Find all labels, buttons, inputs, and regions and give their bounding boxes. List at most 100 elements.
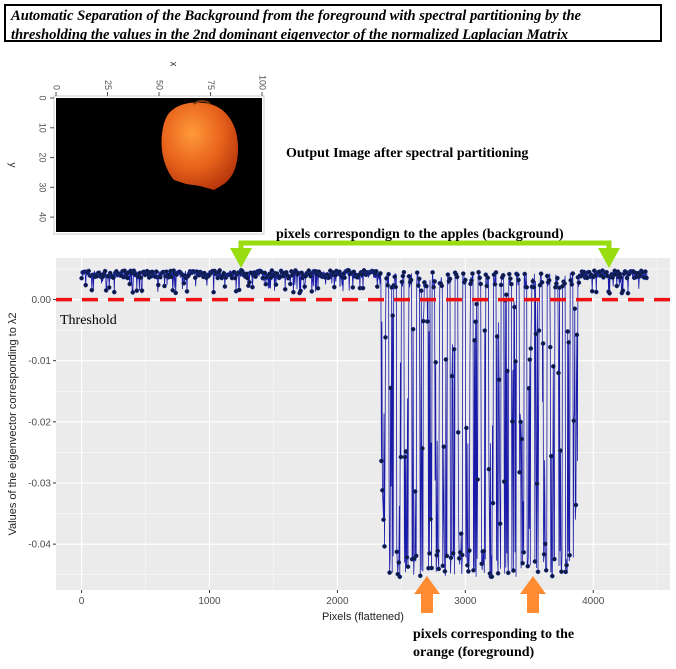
eigenvector-point [388,385,393,391]
eigenvector-point [405,564,411,570]
eigenvector-point [470,271,475,276]
eigenvector-point [531,284,537,290]
eigenvector-point [489,574,495,580]
foreground-arrowhead [414,576,440,594]
eigenvector-point [566,340,572,345]
eigenvector-point [440,563,446,569]
foreground-annotation: pixels corresponding to the orange (fore… [413,626,574,662]
eigenvector-point [427,551,432,556]
eigenvector-point [155,282,161,288]
eigenvector-point [581,269,587,275]
eigenvector-point [530,278,536,284]
eigenvector-point [184,289,190,294]
eigenvector-point [269,268,275,273]
eigenvector-point [473,319,478,325]
eigenvector-point [393,284,399,290]
eigenvector-point [519,436,524,442]
eigenvector-point [527,357,533,362]
eigenvector-point [416,276,422,282]
y-axis-label: Values of the eigenvector corresponding … [7,313,19,536]
eigenvector-point [465,563,470,568]
eigenvector-point [424,283,429,289]
foreground-arrow-shaft [421,593,433,613]
eigenvector-point [528,346,534,351]
eigenvector-point [509,281,514,287]
eigenvector-point [421,318,426,324]
eigenvector-point [476,269,481,275]
eigenvector-point [112,289,117,295]
x-tick-label: 0 [79,596,85,607]
eigenvector-point [568,278,574,283]
eigenvector-point [484,283,490,289]
eigenvector-point [546,277,552,283]
eigenvector-point [562,281,567,286]
eigenvector-point [379,458,384,464]
x-tick-label: 3000 [454,596,477,607]
eigenvector-point [522,271,528,277]
eigenvector-point [418,288,424,294]
eigenvector-point [556,370,561,376]
eigenvector-point [127,281,132,287]
eigenvector-point [449,373,455,379]
eigenvector-point [534,481,540,487]
background-annotation: pixels correspondign to the apples (back… [276,227,564,242]
y-tick-label: -0.03 [28,479,51,490]
eigenvector-point [435,548,441,554]
eigenvector-point [291,289,296,295]
eigenvector-point [458,531,464,537]
eigenvector-point [565,329,571,334]
eigenvector-point [456,556,462,561]
inset-x-tick-label: 75 [206,80,216,90]
eigenvector-point [315,285,321,291]
eigenvector-point [555,275,560,281]
eigenvector-point [428,516,433,522]
inset-y-tick-label: 40 [38,212,48,222]
eigenvector-point [308,273,314,279]
inset-y-tick-label: 0 [38,95,48,100]
eigenvector-point [604,269,609,275]
eigenvector-point [521,550,527,555]
eigenvector-point [384,276,389,281]
eigenvector-point [504,368,510,374]
eigenvector-point [601,275,606,280]
eigenvector-point [103,288,109,293]
eigenvector-point [454,274,460,280]
eigenvector-point [558,448,563,453]
eigenvector-point [576,280,582,286]
eigenvector-point [125,275,130,281]
eigenvector-point [444,553,450,559]
eigenvector-point [401,269,407,275]
eigenvector-point [387,570,392,575]
eigenvector-point [572,306,578,312]
eigenvector-point [466,569,471,574]
eigenvector-point [287,281,293,287]
eigenvector-point [413,553,419,559]
eigenvector-point [173,290,178,296]
eigenvector-point [618,275,624,280]
eigenvector-point [506,271,512,277]
eigenvector-point [406,273,412,279]
eigenvector-point [431,284,436,290]
eigenvector-point [192,275,198,281]
eigenvector-point [570,271,576,276]
orange-stem [193,100,211,105]
eigenvector-point [541,552,547,557]
eigenvector-point [106,285,112,290]
eigenvector-point [559,569,564,574]
eigenvector-point [471,568,476,573]
eigenvector-point [539,279,545,285]
eigenvector-point [412,489,418,494]
eigenvector-point [533,331,539,337]
eigenvector-point [138,275,144,280]
eigenvector-point [625,290,631,296]
eigenvector-point [448,555,454,561]
eigenvector-point [445,272,451,277]
eigenvector-point [497,521,503,527]
eigenvector-point [350,285,356,290]
eigenvector-point [492,281,498,287]
eigenvector-point [399,279,405,285]
foreground-arrow-shaft [527,593,539,613]
eigenvector-point [535,569,541,575]
eigenvector-point [500,272,506,278]
eigenvector-point [469,278,474,283]
